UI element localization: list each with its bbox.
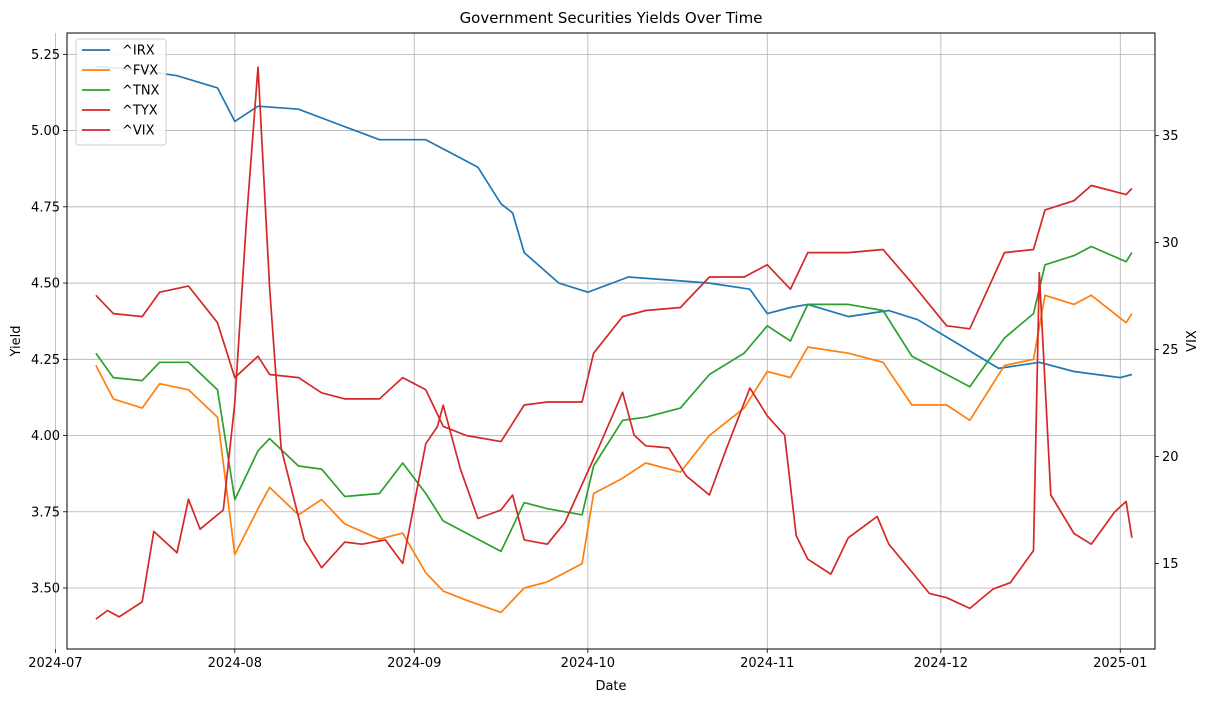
y2-tick-label: 30 — [1162, 236, 1179, 251]
x-axis-label: Date — [595, 679, 626, 694]
y2-axis-label: VIX — [1185, 330, 1200, 352]
series-line-vix — [95, 66, 1133, 620]
y-tick-label: 5.00 — [31, 124, 60, 139]
y-tick-label: 4.75 — [31, 200, 60, 215]
x-tick-label: 2024-07 — [28, 656, 82, 671]
y2-tick-label: 20 — [1162, 450, 1179, 465]
chart-title: Government Securities Yields Over Time — [460, 9, 763, 27]
legend: ^IRX ^FVX ^TNX ^TYX ^VIX — [75, 38, 167, 146]
y-axis-label: Yield — [9, 326, 24, 358]
legend-label: ^TYX — [122, 104, 158, 119]
x-tick-label: 2024-09 — [387, 656, 441, 671]
series-line-tnx — [95, 245, 1133, 553]
legend-label: ^VIX — [122, 124, 155, 139]
legend-label: ^FVX — [122, 64, 158, 79]
series-line-tyx — [95, 184, 1133, 443]
y2-tick-label: 35 — [1162, 129, 1179, 144]
series-line-irx — [95, 65, 1133, 379]
y2-tick-label: 15 — [1162, 557, 1179, 572]
legend-box — [75, 38, 167, 146]
y-tick-label: 3.50 — [31, 582, 60, 597]
legend-label: ^IRX — [122, 44, 155, 59]
y-axis-left: 3.50 3.75 4.00 4.25 4.50 4.75 5.00 5.25 — [31, 48, 67, 597]
series-lines — [95, 65, 1133, 620]
plot-frame — [66, 32, 1156, 650]
grid-lines — [55, 33, 1155, 649]
x-tick-label: 2025-01 — [1093, 656, 1147, 671]
y-tick-label: 4.50 — [31, 277, 60, 292]
x-tick-label: 2024-11 — [740, 656, 794, 671]
series-line-fvx — [95, 294, 1133, 614]
y-tick-label: 3.75 — [31, 505, 60, 520]
x-tick-label: 2024-12 — [914, 656, 968, 671]
y2-tick-label: 25 — [1162, 343, 1179, 358]
x-tick-label: 2024-10 — [561, 656, 615, 671]
x-tick-label: 2024-08 — [208, 656, 262, 671]
y-tick-label: 4.25 — [31, 353, 60, 368]
y-axis-right: 15 20 25 30 35 — [1155, 129, 1179, 572]
y-tick-label: 4.00 — [31, 429, 60, 444]
x-axis: 2024-07 2024-08 2024-09 2024-10 2024-11 2024-… — [28, 649, 1147, 671]
y-tick-label: 5.25 — [31, 48, 60, 63]
legend-label: ^TNX — [122, 84, 160, 99]
